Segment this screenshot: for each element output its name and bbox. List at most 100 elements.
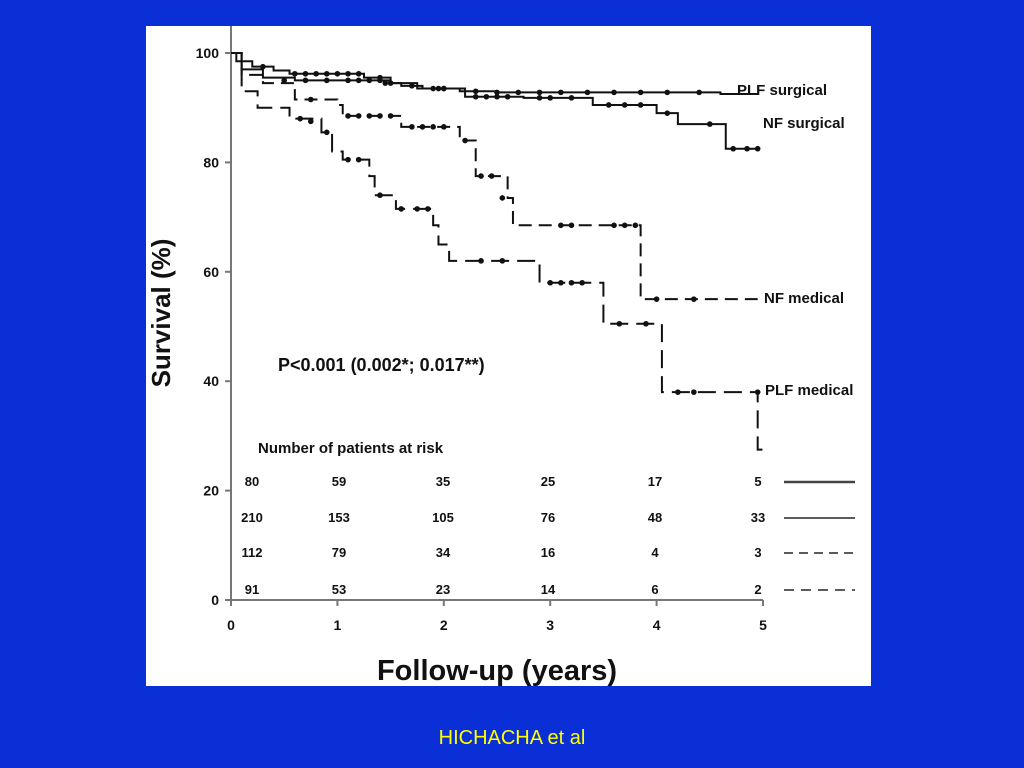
censor-mark [345, 77, 351, 84]
risk-table-cell: 5 [754, 474, 761, 489]
censor-mark [664, 89, 671, 96]
censor-mark [568, 95, 575, 101]
censor-mark [494, 93, 500, 100]
p-value-annotation: P<0.001 (0.002*; 0.017**) [278, 355, 485, 375]
censor-mark [494, 89, 500, 96]
censor-mark [462, 137, 468, 144]
censor-mark [621, 102, 628, 108]
censor-mark [568, 222, 575, 229]
censor-mark [323, 129, 330, 136]
censor-mark [483, 93, 490, 100]
risk-table-cell: 34 [436, 545, 451, 560]
censor-mark [419, 124, 426, 130]
censor-mark [547, 95, 553, 101]
censor-mark [691, 389, 697, 395]
censor-mark [616, 320, 623, 327]
x-tick-label: 1 [334, 617, 342, 633]
censor-mark [478, 258, 484, 264]
censor-mark [425, 206, 431, 212]
risk-table-cell: 33 [751, 510, 765, 525]
x-tick-label: 0 [227, 617, 235, 633]
x-tick-label: 4 [653, 617, 661, 633]
censor-mark [323, 70, 330, 77]
x-tick-label: 5 [759, 617, 767, 633]
censor-mark [696, 89, 702, 96]
survival-line [231, 52, 758, 301]
censor-mark [558, 279, 564, 286]
censor-mark [345, 113, 351, 119]
risk-table-cell: 48 [648, 510, 662, 525]
censor-mark [441, 124, 447, 130]
censor-mark [377, 77, 383, 84]
x-axis-label: Follow-up (years) [377, 655, 617, 686]
censor-mark [675, 389, 681, 395]
censor-mark [653, 296, 660, 302]
series-plf-surgical [231, 52, 758, 96]
censor-mark [355, 156, 362, 163]
censor-mark [611, 222, 617, 229]
censor-mark [547, 279, 553, 286]
risk-table-cell: 112 [242, 545, 263, 560]
risk-table-cell: 2 [754, 582, 761, 597]
censor-mark [377, 192, 383, 199]
series-label-nf-surgical: NF surgical [763, 115, 845, 132]
y-ticks: 0 20 40 60 80 100 [196, 45, 231, 608]
censor-mark [730, 145, 737, 152]
survival-line [231, 52, 758, 150]
censor-mark [499, 258, 506, 264]
censor-mark [414, 206, 421, 212]
censor-mark [744, 145, 750, 152]
censor-mark [366, 77, 373, 84]
censor-mark [281, 77, 287, 84]
censor-mark [323, 77, 330, 84]
censor-mark [313, 70, 319, 77]
y-axis-label: Survival (%) [146, 239, 176, 388]
censor-mark [584, 89, 591, 96]
censor-mark [579, 279, 585, 286]
censor-mark [707, 121, 713, 127]
censor-mark [558, 89, 564, 96]
risk-table-cell: 3 [754, 545, 761, 560]
censor-mark [632, 222, 639, 229]
y-tick-label: 40 [203, 373, 219, 389]
risk-table-cell: 14 [541, 582, 556, 597]
slide-caption: HICHACHA et al [438, 727, 586, 749]
risk-table-cell: 17 [648, 474, 662, 489]
risk-table-cell: 153 [328, 510, 350, 525]
risk-table-cell: 23 [436, 582, 450, 597]
risk-table-cell: 35 [436, 474, 450, 489]
censor-mark [478, 173, 484, 179]
risk-table-cell: 79 [332, 545, 346, 560]
censor-mark [292, 70, 298, 77]
survival-line [231, 52, 763, 451]
series-label-plf-medical: PLF medical [765, 382, 853, 399]
censor-mark [260, 63, 266, 70]
censor-mark [355, 70, 362, 77]
x-tick-label: 3 [546, 617, 554, 633]
censor-mark [355, 77, 362, 84]
censor-mark [691, 296, 697, 302]
risk-table-title: Number of patients at risk [258, 440, 444, 457]
censor-mark [515, 89, 522, 96]
censor-mark [504, 93, 511, 100]
censor-mark [377, 113, 383, 119]
censor-mark [382, 80, 389, 86]
censor-mark [308, 118, 314, 125]
survival-curves [231, 52, 763, 451]
censor-mark [345, 156, 351, 163]
risk-table-cell: 59 [332, 474, 346, 489]
censor-mark [409, 83, 415, 89]
risk-table-cell: 80 [245, 474, 259, 489]
censor-mark [366, 113, 373, 119]
risk-table-cell: 210 [241, 510, 263, 525]
series-nf-medical [231, 52, 758, 302]
censor-mark [536, 89, 543, 96]
risk-table-cell: 4 [651, 545, 659, 560]
censor-mark [435, 85, 442, 92]
series-label-nf-medical: NF medical [764, 290, 844, 307]
censor-mark [297, 115, 303, 122]
censor-mark [637, 89, 644, 96]
risk-table: 80 59 35 25 17 5 210 153 105 76 48 33 112 79 34 16 4 3 91 5… [241, 474, 855, 597]
